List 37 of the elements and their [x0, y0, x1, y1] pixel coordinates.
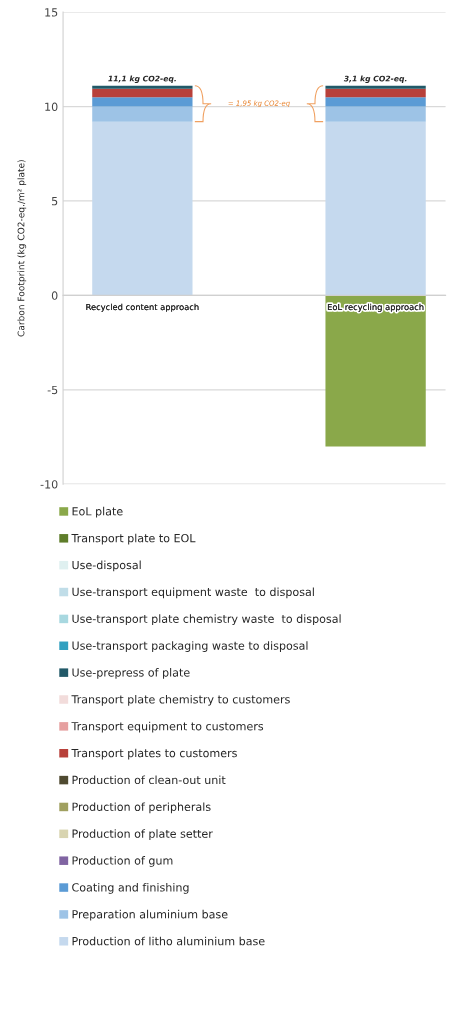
legend-label: Transport plates to customers: [71, 748, 237, 760]
y-tick-label: 10: [45, 102, 58, 111]
y-tick-label: -5: [47, 385, 58, 395]
y-tick-label: 0: [51, 291, 58, 300]
legend-label: Use-disposal: [72, 560, 141, 572]
bar: [325, 121, 426, 296]
y-tick-label: -10: [40, 480, 58, 489]
bar: [92, 121, 193, 296]
x-tick-label: Recycled content approach: [86, 303, 199, 312]
x-tick-label: EoL recycling approach: [327, 303, 424, 312]
bar: [325, 88, 426, 98]
legend-label: Transport plate chemistry to customers: [71, 694, 290, 706]
legend-label: Production of litho aluminium base: [72, 936, 265, 946]
legend-label: Use-transport equipment waste to disposal: [72, 587, 314, 599]
legend-label: Use-transport packaging waste to disposal: [72, 641, 308, 652]
bar: [92, 88, 193, 98]
legend-label: Transport equipment to customers: [71, 721, 264, 733]
bar: [325, 97, 426, 107]
bar: [92, 106, 193, 122]
bar: [325, 295, 426, 447]
legend-label: Use-transport plate chemistry waste to disposal: [72, 614, 341, 626]
y-tick-label: 5: [51, 197, 58, 206]
bar: [325, 106, 426, 122]
legend-label: Use-prepress of plate: [72, 668, 190, 679]
legend-label: Production of gum: [72, 856, 173, 867]
bar: [92, 97, 193, 107]
legend-label: Transport plate to EOL: [71, 533, 196, 545]
legend-label: Production of peripherals: [72, 802, 211, 814]
legend-label: Coating and finishing: [72, 882, 189, 894]
legend-label: EoL plate: [72, 506, 123, 518]
y-tick-label: 15: [45, 8, 58, 17]
legend-label: Production of clean-out unit: [72, 775, 226, 785]
legend-label: Production of plate setter: [72, 829, 213, 840]
legend-label: Preparation aluminium base: [72, 909, 228, 921]
bar: [92, 85, 193, 89]
bar: [325, 85, 426, 89]
y-axis-title: Carbon Footprint (kg CO2-eq./m² plate): [17, 160, 27, 337]
